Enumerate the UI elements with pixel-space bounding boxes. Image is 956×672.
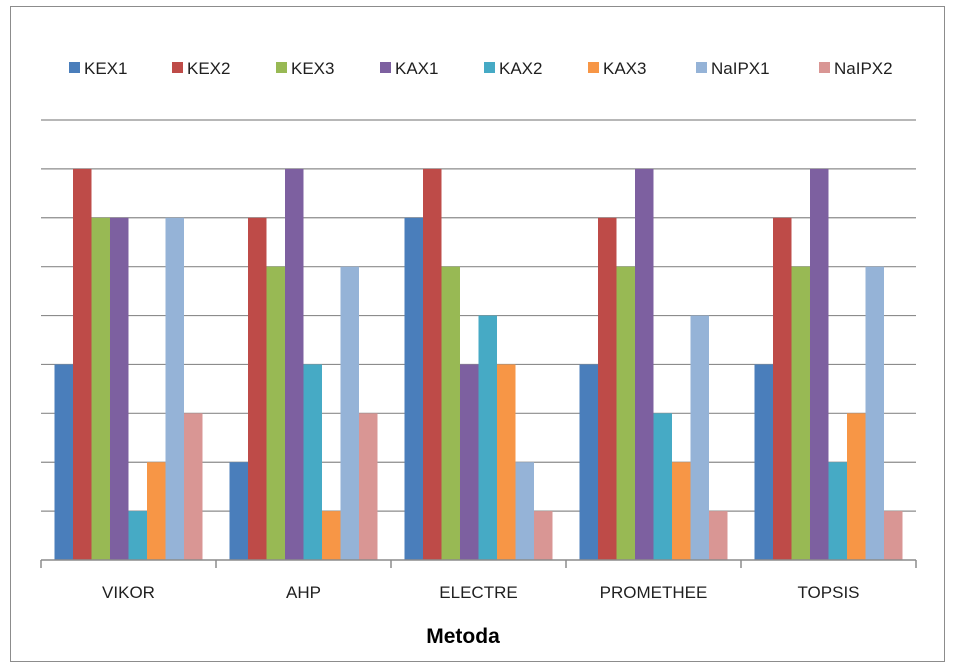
legend-swatch-naipx1 <box>696 62 707 73</box>
x-tick-labels: VIKOR AHP ELECTRE PROMETHEE TOPSIS <box>102 583 859 602</box>
x-tick-label: VIKOR <box>102 583 155 602</box>
legend-swatch-kex3 <box>276 62 287 73</box>
legend-swatch-kax1 <box>380 62 391 73</box>
bar-kax2-promethee <box>653 413 672 560</box>
bar-naipx1-topsis <box>865 266 884 560</box>
bar-kex3-topsis <box>791 266 810 560</box>
bar-kex2-promethee <box>598 217 617 560</box>
legend-label-kax1: KAX1 <box>395 59 438 78</box>
bar-kex2-electre <box>423 168 442 560</box>
bar-kex2-vikor <box>73 168 92 560</box>
legend-label-kex1: KEX1 <box>84 59 127 78</box>
x-axis-label: Metoda <box>426 625 500 648</box>
bar-kax2-electre <box>478 315 497 560</box>
bar-naipx2-electre <box>534 511 553 560</box>
bar-naipx2-ahp <box>359 413 378 560</box>
bar-kex1-topsis <box>754 364 773 560</box>
bar-naipx1-vikor <box>165 217 184 560</box>
bar-kex3-ahp <box>266 266 285 560</box>
bar-naipx2-promethee <box>709 511 728 560</box>
x-tick-label: TOPSIS <box>797 583 859 602</box>
bar-kax3-electre <box>497 364 516 560</box>
bar-kex3-promethee <box>616 266 635 560</box>
bar-kax1-electre <box>460 364 479 560</box>
x-tick-label: AHP <box>286 583 321 602</box>
bar-kax3-vikor <box>147 462 166 560</box>
bar-kex1-vikor <box>54 364 73 560</box>
bar-kax3-ahp <box>322 511 341 560</box>
bar-naipx1-electre <box>515 462 534 560</box>
legend-swatch-kex1 <box>69 62 80 73</box>
bar-kex1-ahp <box>229 462 248 560</box>
chart-frame: KEX1 KEX2 KEX3 KAX1 KAX2 KAX3 NaIPX1 NaIPX2 VIK… <box>10 6 945 662</box>
legend-swatch-kax2 <box>484 62 495 73</box>
bar-naipx1-ahp <box>340 266 359 560</box>
legend-swatch-kex2 <box>172 62 183 73</box>
bar-kax2-topsis <box>828 462 847 560</box>
bar-kax3-topsis <box>847 413 866 560</box>
bar-kex1-electre <box>404 217 423 560</box>
bar-kex3-vikor <box>91 217 110 560</box>
legend-label-kax2: KAX2 <box>499 59 542 78</box>
legend-label-naipx2: NaIPX2 <box>834 59 893 78</box>
bar-kex2-ahp <box>248 217 267 560</box>
bar-kax1-ahp <box>285 168 304 560</box>
legend-label-kex2: KEX2 <box>187 59 230 78</box>
x-axis <box>40 559 917 568</box>
bar-naipx2-vikor <box>184 413 203 560</box>
bar-kex2-topsis <box>773 217 792 560</box>
legend-label-naipx1: NaIPX1 <box>711 59 770 78</box>
legend: KEX1 KEX2 KEX3 KAX1 KAX2 KAX3 NaIPX1 NaIPX2 <box>69 59 893 78</box>
bar-naipx1-promethee <box>690 315 709 560</box>
bar-kax3-promethee <box>672 462 691 560</box>
bar-kex1-promethee <box>579 364 598 560</box>
bar-naipx2-topsis <box>884 511 903 560</box>
legend-swatch-kax3 <box>588 62 599 73</box>
bar-kax1-topsis <box>810 168 829 560</box>
bars <box>54 168 903 560</box>
bar-chart: KEX1 KEX2 KEX3 KAX1 KAX2 KAX3 NaIPX1 NaIPX2 VIK… <box>40 59 917 648</box>
bar-kax1-promethee <box>635 168 654 560</box>
bar-kax2-vikor <box>128 511 147 560</box>
legend-label-kex3: KEX3 <box>291 59 334 78</box>
bar-kax2-ahp <box>303 364 322 560</box>
x-tick-label: ELECTRE <box>439 583 517 602</box>
bar-kex3-electre <box>441 266 460 560</box>
x-tick-label: PROMETHEE <box>600 583 708 602</box>
legend-label-kax3: KAX3 <box>603 59 646 78</box>
legend-swatch-naipx2 <box>819 62 830 73</box>
bar-kax1-vikor <box>110 217 129 560</box>
